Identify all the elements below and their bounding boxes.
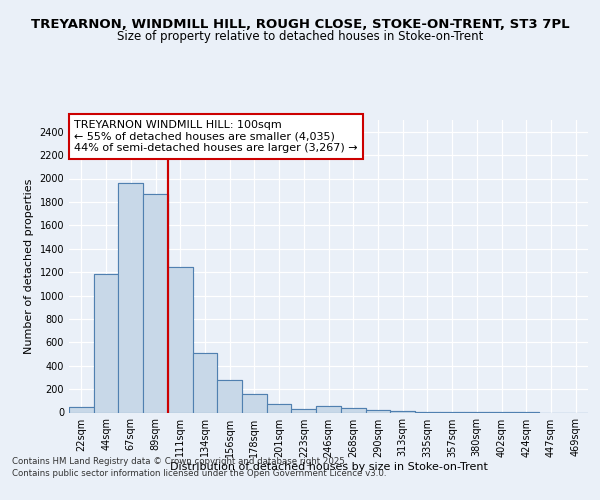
Bar bbox=[193, 353, 217, 412]
Bar bbox=[168, 268, 193, 412]
Bar bbox=[267, 404, 292, 412]
Bar bbox=[341, 408, 365, 412]
Bar bbox=[292, 409, 316, 412]
Text: Contains HM Land Registry data © Crown copyright and database right 2025.: Contains HM Land Registry data © Crown c… bbox=[12, 457, 347, 466]
Text: Contains public sector information licensed under the Open Government Licence v3: Contains public sector information licen… bbox=[12, 468, 386, 477]
Bar bbox=[365, 410, 390, 412]
Text: Size of property relative to detached houses in Stoke-on-Trent: Size of property relative to detached ho… bbox=[117, 30, 483, 43]
Text: TREYARNON WINDMILL HILL: 100sqm
← 55% of detached houses are smaller (4,035)
44%: TREYARNON WINDMILL HILL: 100sqm ← 55% of… bbox=[74, 120, 358, 153]
Y-axis label: Number of detached properties: Number of detached properties bbox=[24, 178, 34, 354]
Bar bbox=[365, 410, 390, 412]
Bar bbox=[316, 406, 341, 412]
Bar bbox=[94, 274, 118, 412]
Bar bbox=[292, 409, 316, 412]
Bar bbox=[143, 194, 168, 412]
Bar bbox=[341, 408, 365, 412]
Bar bbox=[94, 274, 118, 412]
Bar bbox=[242, 394, 267, 412]
Bar bbox=[242, 394, 267, 412]
Bar bbox=[69, 406, 94, 412]
Bar bbox=[69, 406, 94, 412]
Bar bbox=[168, 268, 193, 412]
Bar bbox=[193, 353, 217, 412]
Bar bbox=[217, 380, 242, 412]
Bar bbox=[143, 194, 168, 412]
Text: TREYARNON, WINDMILL HILL, ROUGH CLOSE, STOKE-ON-TRENT, ST3 7PL: TREYARNON, WINDMILL HILL, ROUGH CLOSE, S… bbox=[31, 18, 569, 30]
Bar bbox=[316, 406, 341, 412]
Bar bbox=[217, 380, 242, 412]
Bar bbox=[267, 404, 292, 412]
Bar bbox=[118, 183, 143, 412]
Bar bbox=[118, 183, 143, 412]
X-axis label: Distribution of detached houses by size in Stoke-on-Trent: Distribution of detached houses by size … bbox=[170, 462, 487, 472]
